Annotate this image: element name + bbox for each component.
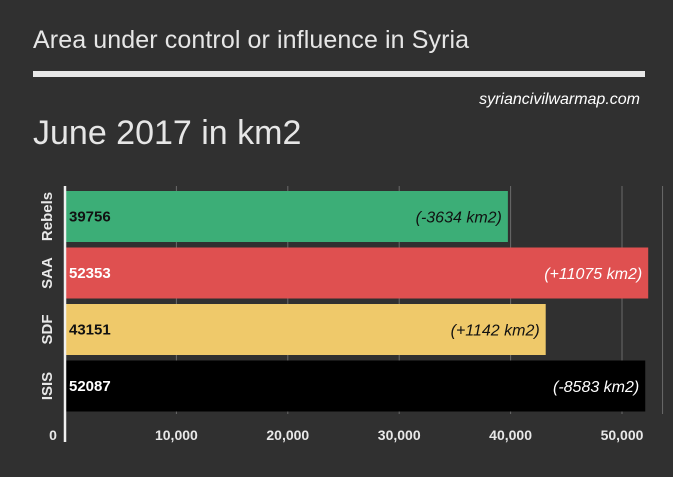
bar-isis — [65, 360, 646, 412]
chart-subtitle: June 2017 in km2 — [33, 114, 302, 152]
bar-rebels — [65, 191, 508, 242]
bar-change-label: (+11075 km2) — [544, 266, 642, 283]
x-tick-label: 10,000 — [155, 427, 198, 443]
x-tick-label: 20,000 — [266, 427, 309, 443]
x-tick-label: 50,000 — [601, 427, 644, 443]
category-label: ISIS — [39, 372, 56, 400]
x-tick-label: 30,000 — [378, 427, 421, 443]
bar-value-label: 39756 — [69, 209, 111, 226]
x-tick-label: 0 — [49, 427, 57, 443]
chart-title: Area under control or influence in Syria — [33, 26, 470, 54]
bar-change-label: (+1142 km2) — [451, 323, 540, 340]
category-label: Rebels — [39, 192, 56, 241]
bar-value-label: 52353 — [69, 265, 111, 282]
bar-value-label: 43151 — [69, 322, 111, 339]
bar-saa — [65, 247, 649, 299]
bar-sdf — [65, 304, 546, 355]
source-credit: syriancivilwarmap.com — [479, 91, 640, 108]
category-label: SDF — [39, 315, 56, 345]
category-label: SAA — [39, 257, 56, 289]
title-divider — [33, 71, 645, 77]
bar-change-label: (-3634 km2) — [416, 210, 502, 227]
bar-value-label: 52087 — [69, 378, 111, 395]
x-tick-label: 40,000 — [489, 427, 532, 443]
bar-change-label: (-8583 km2) — [553, 379, 639, 396]
